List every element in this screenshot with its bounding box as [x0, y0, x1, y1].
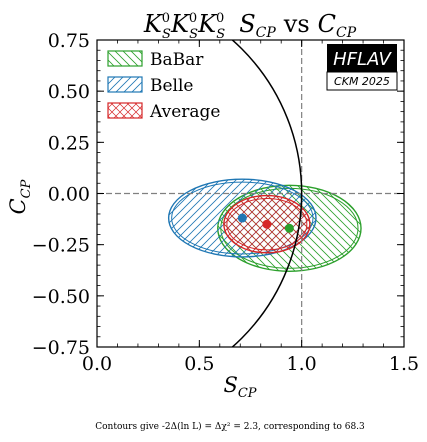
- contour-outline-average: [223, 194, 311, 254]
- x-tick-label: 1.5: [389, 353, 419, 375]
- title-s-sub: CP: [256, 25, 277, 41]
- physical-boundary-circle: [231, 40, 303, 347]
- legend-entry-belle: Belle: [107, 76, 194, 96]
- x-tick-label: 0.0: [82, 353, 112, 375]
- y-axis-label-sub: CP: [19, 179, 34, 198]
- x-axis-label-sub: CP: [238, 386, 257, 401]
- contour-outline-belle: [167, 178, 317, 258]
- title-k1-sup: 0: [162, 11, 170, 26]
- reference-layer: [97, 40, 404, 347]
- legend-swatch-babar: [107, 50, 143, 67]
- legend-entry-average: Average: [107, 102, 220, 122]
- center-point-average: [262, 219, 272, 229]
- title-k3-sup: 0: [216, 11, 224, 26]
- y-tick-label: 0.50: [48, 81, 90, 103]
- center-point-layer: [237, 213, 294, 233]
- legend-swatch-belle: [107, 76, 143, 93]
- title-k2-sup: 0: [189, 11, 197, 26]
- footnote: Contours give -2Δ(ln L) = Δχ² = 2.3, cor…: [95, 421, 365, 432]
- title-k3-sub: S: [216, 27, 225, 42]
- legend-label-babar: BaBar: [150, 50, 204, 70]
- title-c: C: [318, 10, 336, 38]
- title-k3: K: [197, 10, 218, 38]
- contour-inner-average: [226, 198, 308, 251]
- chart-title: K0 SK0 SK0 S SCP vs CCP: [143, 10, 357, 42]
- legend-swatch-average: [107, 102, 143, 119]
- ckm-tag-text: CKM 2025: [334, 75, 390, 88]
- y-tick-label: 0.00: [48, 184, 90, 206]
- x-tick-label: 0.5: [184, 353, 214, 375]
- ckm-tag-box: [326, 71, 398, 91]
- hflav-logo-text: HFLAV: [333, 49, 392, 70]
- legend-entry-babar: BaBar: [107, 50, 204, 70]
- y-tick-label: 0.75: [48, 30, 90, 52]
- y-tick-label: −0.50: [32, 286, 90, 308]
- title-vs: vs: [283, 10, 310, 38]
- x-tick-label: 1.0: [287, 353, 317, 375]
- hflav-logo-box: [327, 44, 397, 72]
- legend: BaBar Belle Average: [107, 50, 220, 122]
- y-axis-label-main: C: [6, 198, 30, 214]
- title-s: S: [239, 10, 255, 38]
- legend-label-belle: Belle: [150, 76, 194, 96]
- legend-label-average: Average: [149, 102, 220, 122]
- y-tick-label: −0.75: [32, 337, 90, 359]
- title-k1-sub: S: [162, 27, 171, 42]
- title-k2-sub: S: [189, 27, 198, 42]
- title-c-sub: CP: [336, 25, 357, 41]
- title-k1: K: [143, 10, 164, 38]
- x-axis-label: SCP: [223, 373, 256, 401]
- hflav-badge: HFLAV CKM 2025: [326, 44, 398, 91]
- contour-inner-belle: [171, 181, 314, 255]
- axis-ticks: 0.0 0.5 1.0 1.5 0.75 0.50 0.25 0.00 −0.25 −0.50 −0…: [32, 30, 419, 375]
- y-axis-label: CCP: [6, 179, 34, 214]
- center-point-babar: [284, 223, 294, 233]
- y-tick-label: 0.25: [48, 132, 90, 154]
- title-k2: K: [170, 10, 191, 38]
- y-tick-label: −0.25: [32, 235, 90, 257]
- x-axis-label-main: S: [223, 373, 237, 397]
- center-point-belle: [237, 213, 247, 223]
